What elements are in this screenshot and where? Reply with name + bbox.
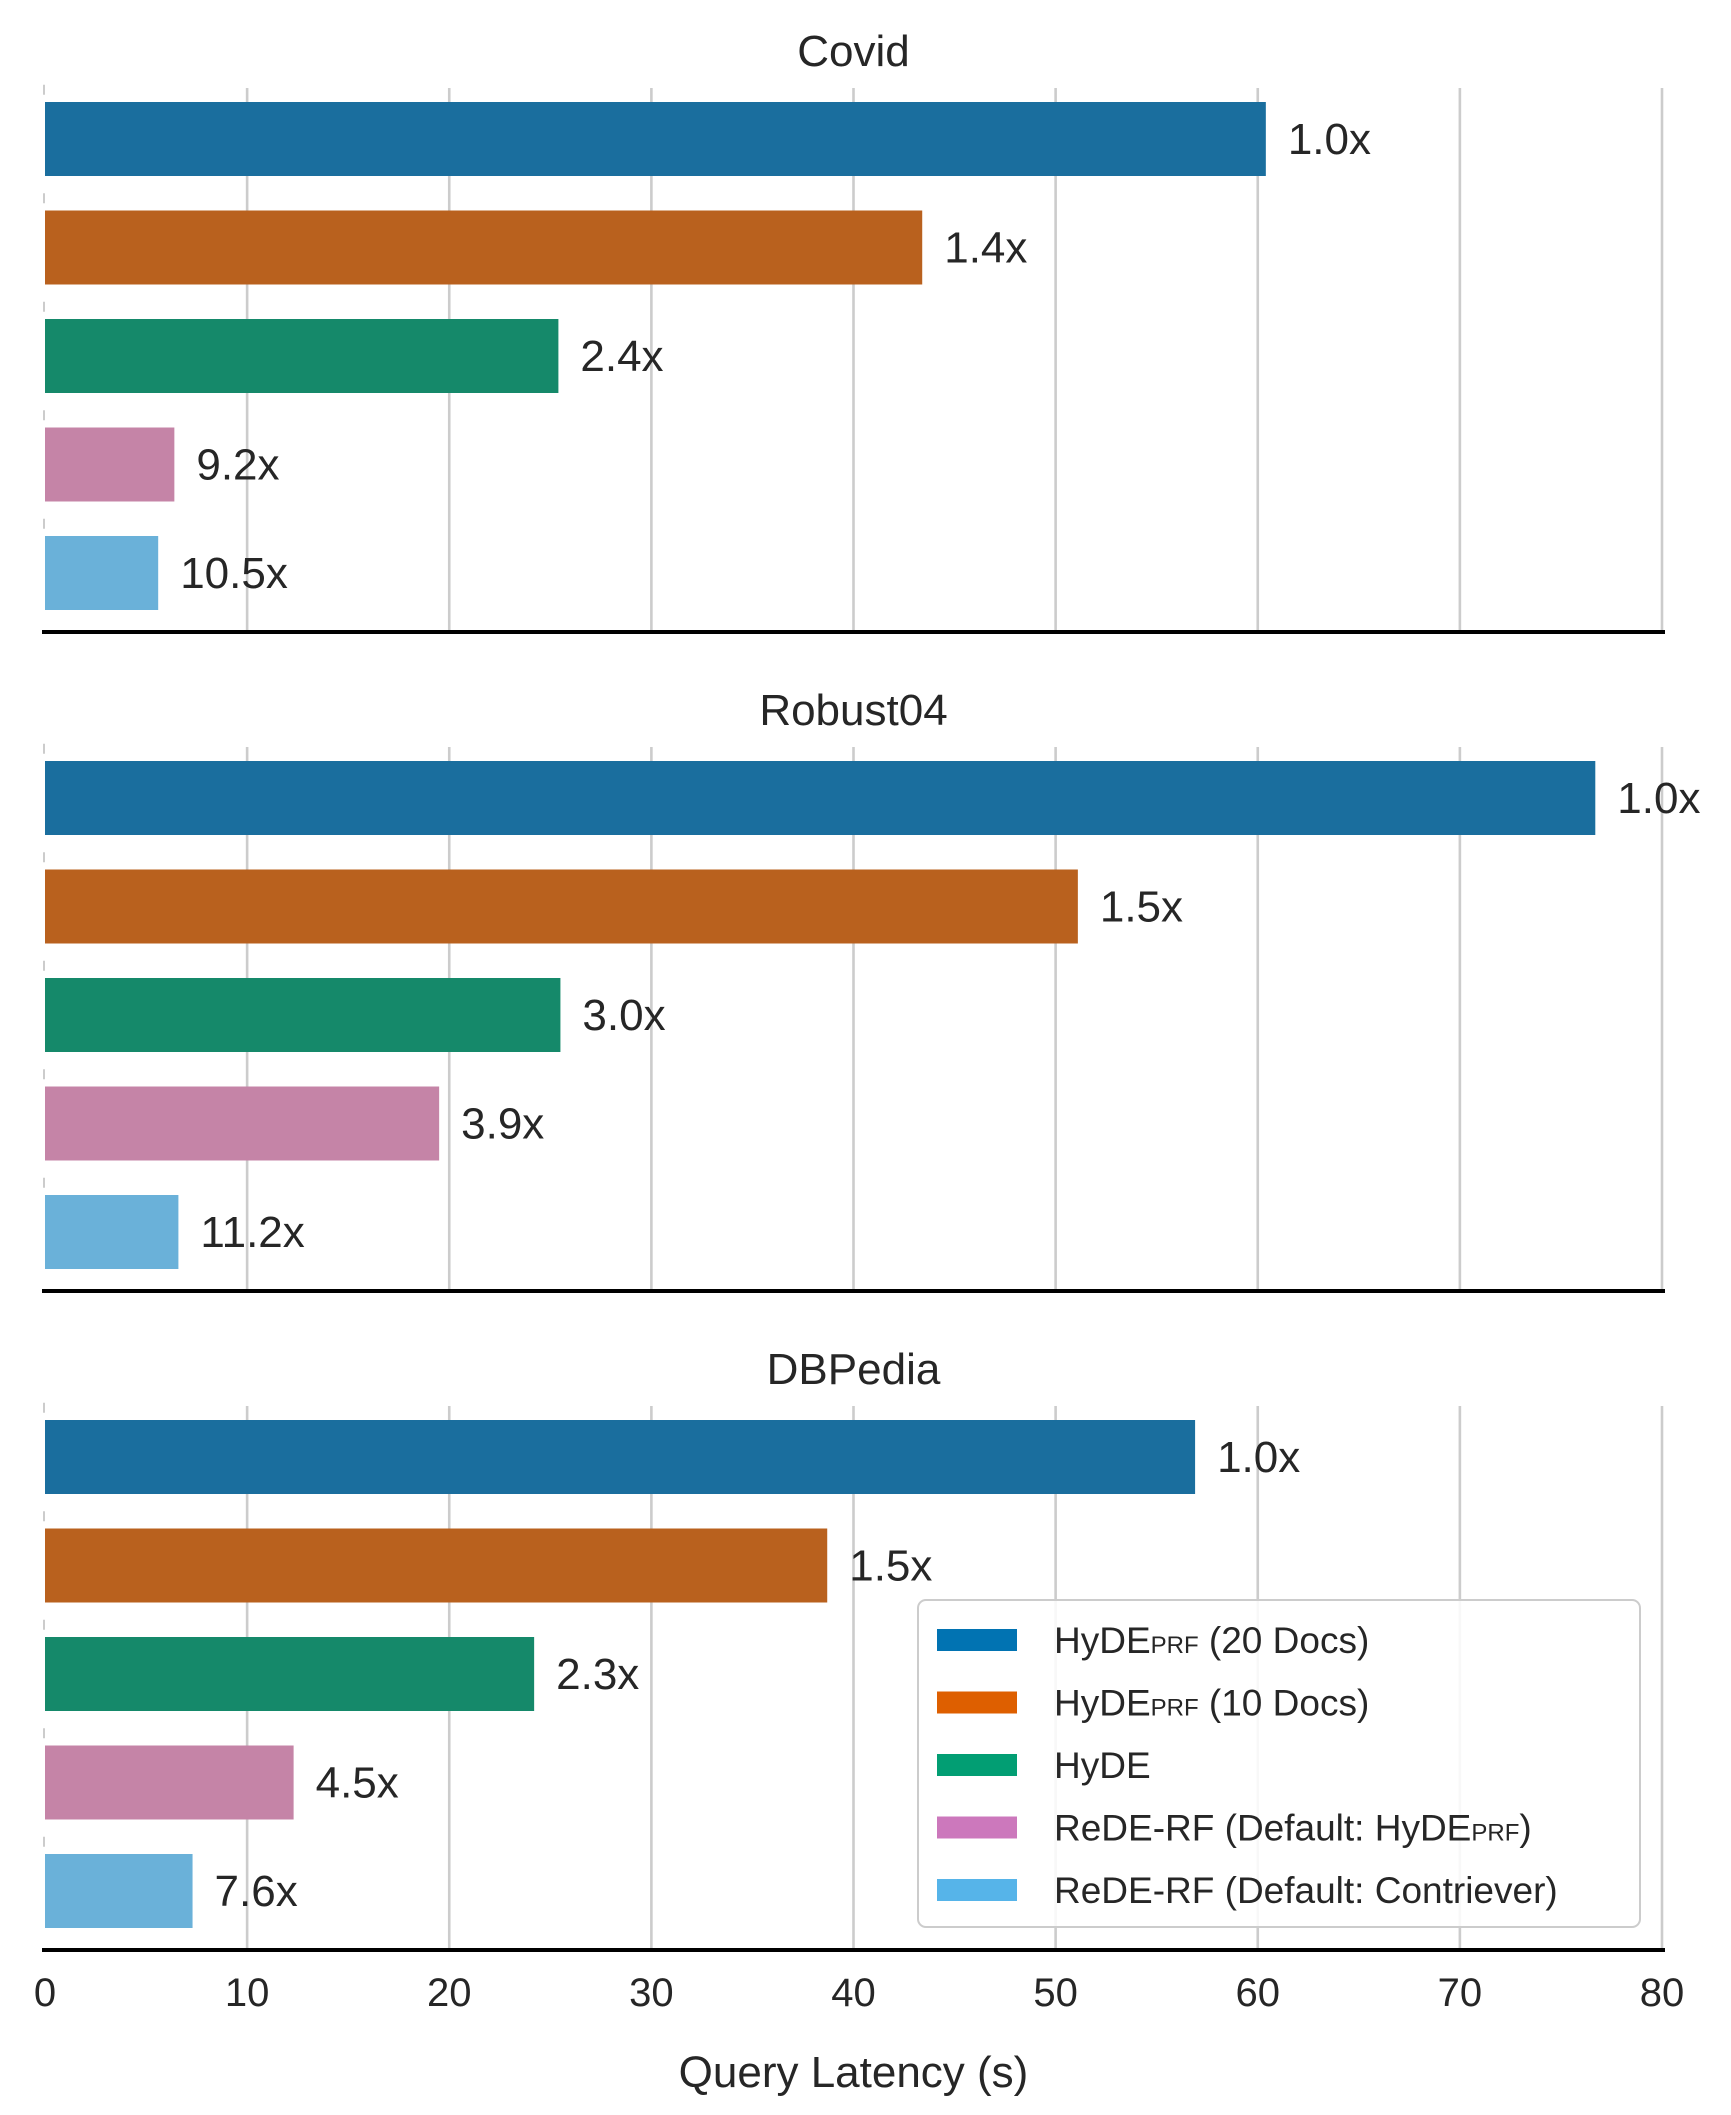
panel-title: DBPedia	[767, 1345, 941, 1394]
bar	[45, 1420, 1196, 1494]
bar	[45, 1745, 294, 1820]
legend-box	[917, 1599, 1641, 1928]
legend-entry-subscript: PRF	[1151, 1632, 1199, 1659]
bar	[45, 536, 159, 610]
legend-entry-rest: (20 Docs)	[1199, 1620, 1370, 1661]
legend-entry-main: HyDE	[1054, 1745, 1151, 1786]
bar	[45, 1195, 179, 1269]
legend-swatch	[937, 1754, 1017, 1776]
bar-value-label: 1.4x	[944, 224, 1027, 273]
bar	[45, 978, 561, 1052]
legend-entry-main: HyDE	[1054, 1620, 1151, 1661]
x-tick-label: 70	[1438, 1971, 1483, 2015]
bar-value-label: 7.6x	[215, 1867, 298, 1916]
bar	[45, 869, 1078, 944]
bar	[45, 319, 559, 393]
bar	[45, 1528, 828, 1603]
legend-entry-subscript: PRF	[1151, 1695, 1199, 1722]
legend-entry-rest: (10 Docs)	[1199, 1683, 1370, 1724]
legend-entry-main: ReDE-RF (Default: Contriever)	[1054, 1870, 1558, 1911]
bar-value-label: 4.5x	[316, 1759, 399, 1808]
legend-entry-label: ReDE-RF (Default: Contriever)	[1054, 1870, 1558, 1911]
bar-value-label: 1.5x	[849, 1542, 932, 1591]
x-axis-label: Query Latency (s)	[679, 2048, 1029, 2097]
x-tick-label: 60	[1236, 1971, 1281, 2015]
legend-entry-label: ReDE-RF (Default: HyDEPRF)	[1054, 1808, 1532, 1849]
x-tick-label: 20	[427, 1971, 472, 2015]
bar-value-label: 2.3x	[556, 1650, 639, 1699]
panels-layer: Covid 1.0x 1.4x 2.4x 9.2x 10.5x Robust04 1.0x 1.…	[42, 27, 1700, 1952]
panel-robust04: Robust04 1.0x 1.5x 3.0x 3.9x 11.2x	[42, 686, 1700, 1293]
bar-value-label: 3.0x	[582, 991, 665, 1040]
panel-title: Covid	[797, 27, 910, 76]
legend-entry-label: HyDE	[1054, 1745, 1151, 1786]
legend-swatch	[937, 1691, 1017, 1714]
bar-value-label: 1.0x	[1217, 1433, 1300, 1482]
bar-value-label: 3.9x	[461, 1100, 544, 1149]
panel-covid: Covid 1.0x 1.4x 2.4x 9.2x 10.5x	[42, 27, 1665, 634]
panel-dbpedia: DBPedia 1.0x 1.5x 2.3x 4.5x 7.6x	[42, 1345, 1665, 1952]
bar-value-label: 1.0x	[1288, 115, 1371, 164]
legend-swatch	[937, 1816, 1017, 1839]
legend-swatch	[937, 1879, 1017, 1901]
bar-value-label: 11.2x	[200, 1208, 304, 1257]
bar-value-label: 1.5x	[1100, 883, 1183, 932]
bar	[45, 761, 1596, 835]
legend-swatch	[937, 1629, 1017, 1651]
legend-entry-main: ReDE-RF (Default: HyDE	[1054, 1808, 1471, 1849]
bar	[45, 1086, 440, 1161]
bar	[45, 102, 1266, 176]
panel-title: Robust04	[759, 686, 947, 735]
bar-value-label: 1.0x	[1617, 774, 1700, 823]
legend-entry-label: HyDEPRF (20 Docs)	[1054, 1620, 1369, 1661]
x-tick-label: 30	[629, 1971, 674, 2015]
bar	[45, 1637, 535, 1711]
bar-value-label: 9.2x	[196, 441, 279, 490]
legend-entry-label: HyDEPRF (10 Docs)	[1054, 1683, 1369, 1724]
x-axis: 0 10 20 30 40 50 60 70 80 Query Latency (s)	[34, 1971, 1684, 2097]
bar-value-label: 10.5x	[180, 549, 288, 598]
x-tick-label: 40	[831, 1971, 876, 2015]
x-tick-label: 50	[1033, 1971, 1078, 2015]
legend-entry-main: HyDE	[1054, 1683, 1151, 1724]
bar-value-label: 2.4x	[580, 332, 663, 381]
bar	[45, 210, 923, 285]
bar	[45, 427, 175, 502]
x-tick-label: 10	[225, 1971, 270, 2015]
legend-entry-rest: )	[1519, 1808, 1531, 1849]
x-tick-label: 80	[1640, 1971, 1685, 2015]
bar	[45, 1854, 193, 1928]
legend: HyDEPRF (20 Docs)HyDEPRF (10 Docs)HyDERe…	[917, 1599, 1641, 1928]
legend-entry-subscript: PRF	[1471, 1820, 1519, 1847]
x-tick-label: 0	[34, 1971, 56, 2015]
